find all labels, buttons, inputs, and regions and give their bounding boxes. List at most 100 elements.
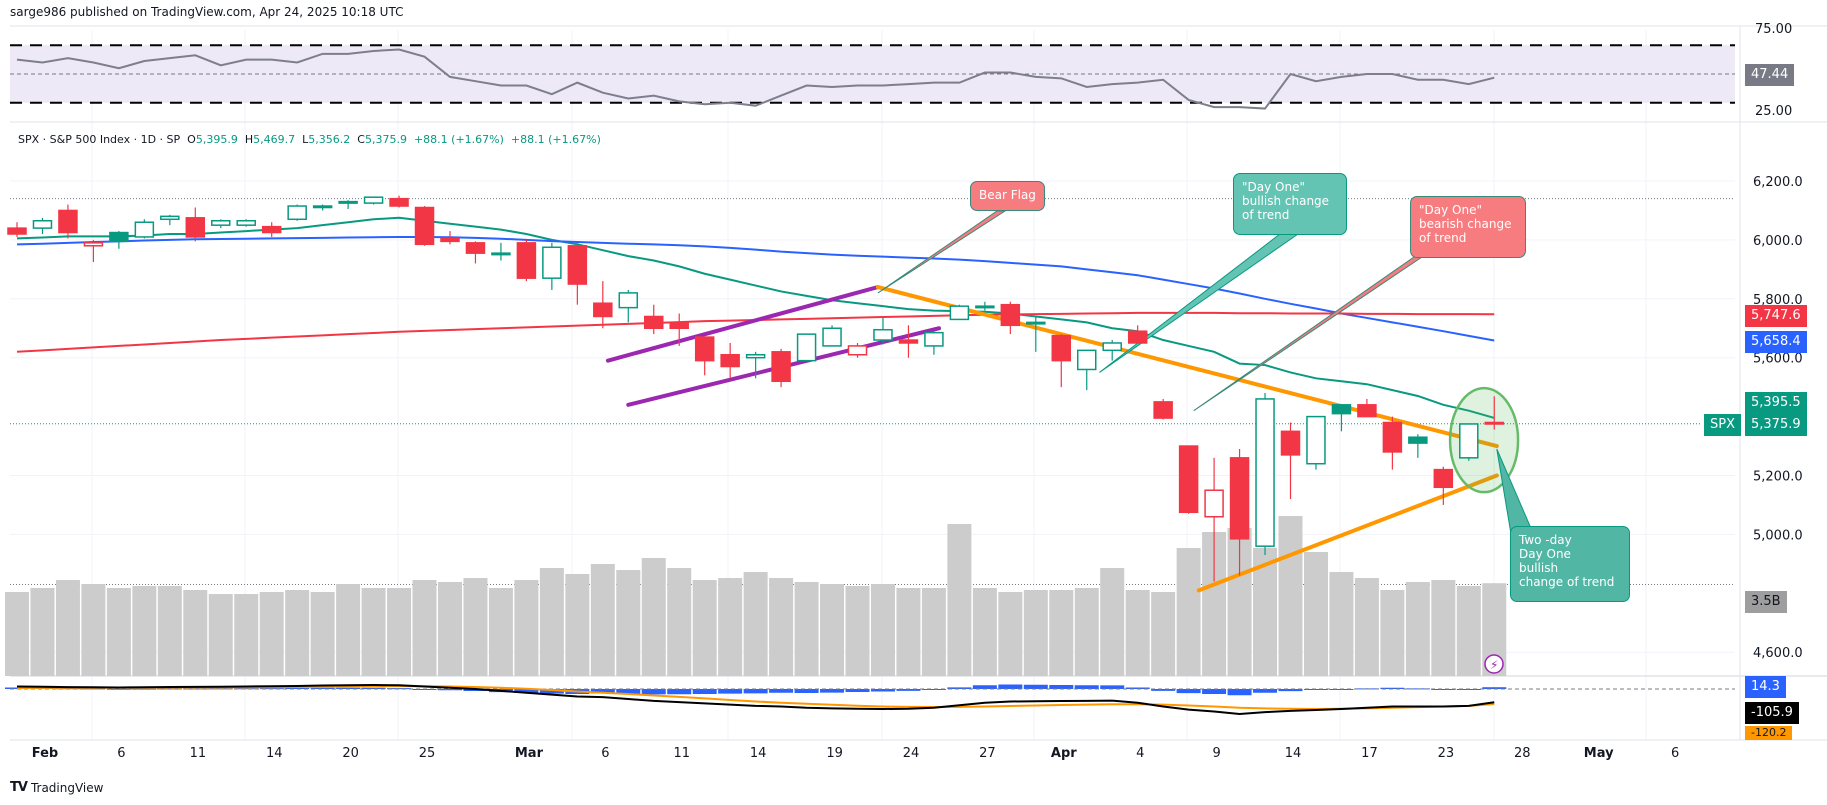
price-tick-label: 5,800.0 — [1753, 293, 1803, 308]
candle-body — [287, 205, 307, 221]
volume-bar — [1023, 590, 1048, 676]
legend-change-2: +88.1 (+1.67%) — [510, 133, 601, 146]
candle-body — [694, 336, 715, 362]
volume-bar — [539, 568, 564, 676]
time-tick-label: 6 — [601, 746, 609, 761]
sma200-price-tag: 5,747.6 — [1745, 305, 1807, 327]
volume-bar — [1100, 568, 1125, 676]
macd-hist-bar — [1253, 689, 1278, 693]
macd-hist-bar — [1125, 687, 1150, 689]
volume-bar — [616, 570, 641, 676]
macd-hist-bar — [870, 689, 895, 692]
macd-hist-bar — [667, 689, 692, 695]
macd-hist-bar — [361, 687, 386, 689]
price-tick-label: 5,600.0 — [1753, 352, 1803, 367]
day-one-bearish-callout[interactable]: "Day One" bearish change of trend — [1410, 196, 1526, 258]
macd-hist-bar — [590, 689, 615, 694]
footer: TV TradingView — [10, 780, 103, 796]
candle-body — [593, 302, 613, 318]
candle-body — [771, 351, 791, 383]
volume-bar — [106, 588, 131, 676]
volume-tag: 3.5B — [1745, 591, 1787, 613]
legend-low: 5,356.2 — [308, 133, 351, 146]
candle-body — [1433, 468, 1454, 489]
volume-bar — [387, 588, 412, 676]
sma50-price-tag: 5,658.4 — [1745, 331, 1807, 353]
volume-bar — [412, 580, 437, 676]
price-tick-label: 6,200.0 — [1753, 175, 1803, 190]
bear-flag-callout[interactable]: Bear Flag — [970, 181, 1045, 211]
candle-body — [1127, 330, 1148, 344]
candle-body — [796, 333, 817, 362]
legend-close: 5,375.9 — [364, 133, 407, 146]
macd-hist-bar — [81, 688, 106, 690]
volume-bar — [769, 578, 794, 676]
volume-bar — [921, 588, 946, 676]
price-tick-label: 5,000.0 — [1753, 528, 1803, 543]
time-tick-label: 14 — [750, 746, 767, 761]
candle-body — [185, 217, 206, 238]
footer-brand[interactable]: TradingView — [30, 781, 104, 795]
volume-bar — [208, 594, 233, 676]
time-tick-label: Feb — [32, 746, 58, 761]
rsi-line — [16, 48, 1495, 110]
two-day-callout[interactable]: Two -day Day One bullish change of trend — [1510, 526, 1630, 602]
macd-hist-bar — [845, 689, 870, 692]
lightning-icon — [1484, 654, 1504, 674]
time-tick-label: 20 — [342, 746, 359, 761]
legend-change: +88.1 (+1.67%) — [413, 133, 504, 146]
candle-body — [1408, 436, 1428, 444]
candle-body — [109, 231, 129, 243]
candle-body — [1255, 398, 1275, 547]
macd-hist-bar — [1380, 687, 1405, 689]
volume-bar — [1278, 516, 1303, 676]
macd-hist-bar — [1227, 689, 1252, 696]
candle-body — [134, 221, 155, 238]
volume-bar — [845, 586, 870, 676]
volume-bar — [234, 594, 259, 676]
candle-body — [389, 197, 409, 207]
volume-bar — [183, 590, 208, 676]
macd-hist-bar — [998, 684, 1023, 689]
volume-bar — [972, 588, 997, 676]
time-tick-label: 11 — [673, 746, 690, 761]
macd-hist-bar — [692, 689, 717, 694]
candle-body — [1484, 421, 1505, 425]
macd-hist-bar — [616, 689, 641, 694]
macd-hist-bar — [1049, 685, 1074, 689]
volume-bar — [463, 578, 488, 676]
candle-body — [414, 206, 435, 246]
macd-hist-bar — [718, 689, 743, 694]
macd-hist-bar — [336, 687, 361, 689]
rsi-tick-label: 25.00 — [1755, 104, 1792, 119]
candle-body — [618, 292, 639, 309]
day-one-bullish-callout[interactable]: "Day One" bullish change of trend — [1233, 173, 1347, 235]
volume-bar — [1074, 588, 1099, 676]
volume-bar — [1405, 582, 1430, 676]
volume-bar — [1176, 548, 1201, 676]
volume-bar — [641, 558, 666, 676]
candle-body — [1178, 445, 1199, 514]
volume-bar — [5, 592, 29, 676]
candle-body — [1382, 421, 1403, 453]
macd-hist-bar — [1023, 684, 1048, 689]
bear-flag-upper-line — [605, 285, 880, 363]
macd-hist-bar — [387, 688, 412, 690]
price-tick-label: 6,000.0 — [1753, 234, 1803, 249]
candle-body — [1026, 321, 1046, 325]
candle-body — [211, 220, 231, 226]
macd-signal-tag: -120.2 — [1745, 726, 1793, 740]
macd-hist-bar — [972, 685, 997, 689]
candle-body — [58, 209, 78, 234]
volume-bars — [5, 516, 1507, 676]
legend-open: 5,395.9 — [195, 133, 238, 146]
candle-body — [160, 215, 180, 221]
time-tick-label: Mar — [515, 746, 544, 761]
volume-bar — [437, 582, 462, 676]
candle-body — [32, 220, 53, 229]
macd-pane — [5, 683, 1735, 716]
candle-body — [542, 246, 562, 279]
volume-bar — [1380, 590, 1405, 676]
legend-low-label: L — [302, 133, 309, 146]
